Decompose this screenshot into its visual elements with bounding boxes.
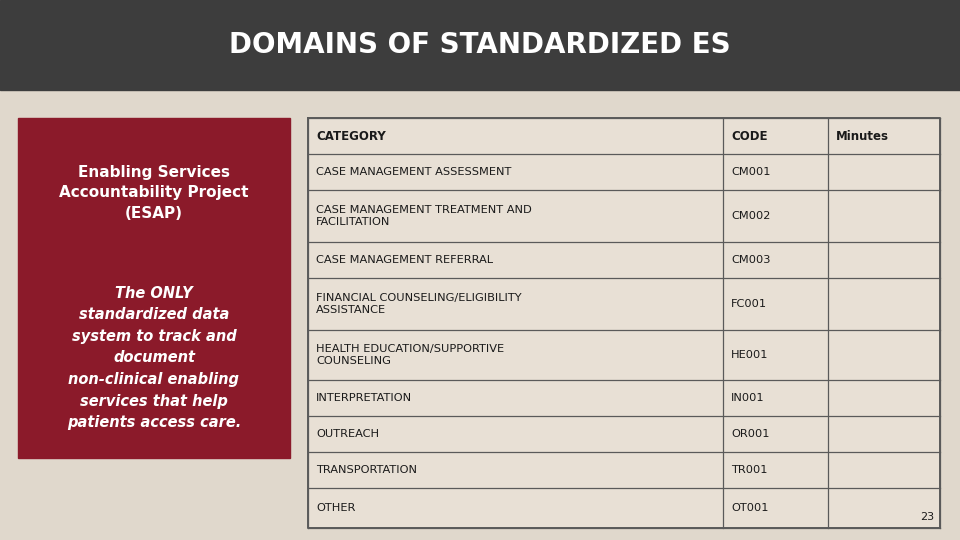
Text: CODE: CODE: [731, 130, 767, 143]
Text: IN001: IN001: [731, 393, 764, 403]
Text: INTERPRETATION: INTERPRETATION: [316, 393, 412, 403]
Bar: [18, 118, 290, 458]
Text: Enabling Services
Accountability Project
(ESAP): Enabling Services Accountability Project…: [60, 165, 249, 221]
Text: CASE MANAGEMENT REFERRAL: CASE MANAGEMENT REFERRAL: [316, 255, 493, 265]
Text: HEALTH EDUCATION/SUPPORTIVE
COUNSELING: HEALTH EDUCATION/SUPPORTIVE COUNSELING: [316, 343, 504, 367]
Text: FC001: FC001: [731, 299, 767, 309]
Text: CM003: CM003: [731, 255, 771, 265]
Text: OTHER: OTHER: [316, 503, 355, 513]
Text: FINANCIAL COUNSELING/ELIGIBILITY
ASSISTANCE: FINANCIAL COUNSELING/ELIGIBILITY ASSISTA…: [316, 293, 521, 315]
Text: The ONLY
standardized data
system to track and
document
non-clinical enabling
se: The ONLY standardized data system to tra…: [67, 286, 241, 430]
Text: DOMAINS OF STANDARDIZED ES: DOMAINS OF STANDARDIZED ES: [229, 31, 731, 59]
Text: CASE MANAGEMENT ASSESSMENT: CASE MANAGEMENT ASSESSMENT: [316, 167, 512, 177]
Bar: [0, 0, 960, 90]
Text: OR001: OR001: [731, 429, 770, 439]
Text: HE001: HE001: [731, 350, 769, 360]
Text: TRANSPORTATION: TRANSPORTATION: [316, 465, 417, 475]
Text: OUTREACH: OUTREACH: [316, 429, 379, 439]
Text: CM001: CM001: [731, 167, 771, 177]
Text: TR001: TR001: [731, 465, 767, 475]
Text: Minutes: Minutes: [836, 130, 889, 143]
Text: CM002: CM002: [731, 211, 770, 221]
Text: 23: 23: [920, 512, 934, 522]
Text: OT001: OT001: [731, 503, 769, 513]
Text: CASE MANAGEMENT TREATMENT AND
FACILITATION: CASE MANAGEMENT TREATMENT AND FACILITATI…: [316, 205, 532, 227]
Bar: [308, 118, 940, 528]
Text: CATEGORY: CATEGORY: [316, 130, 386, 143]
